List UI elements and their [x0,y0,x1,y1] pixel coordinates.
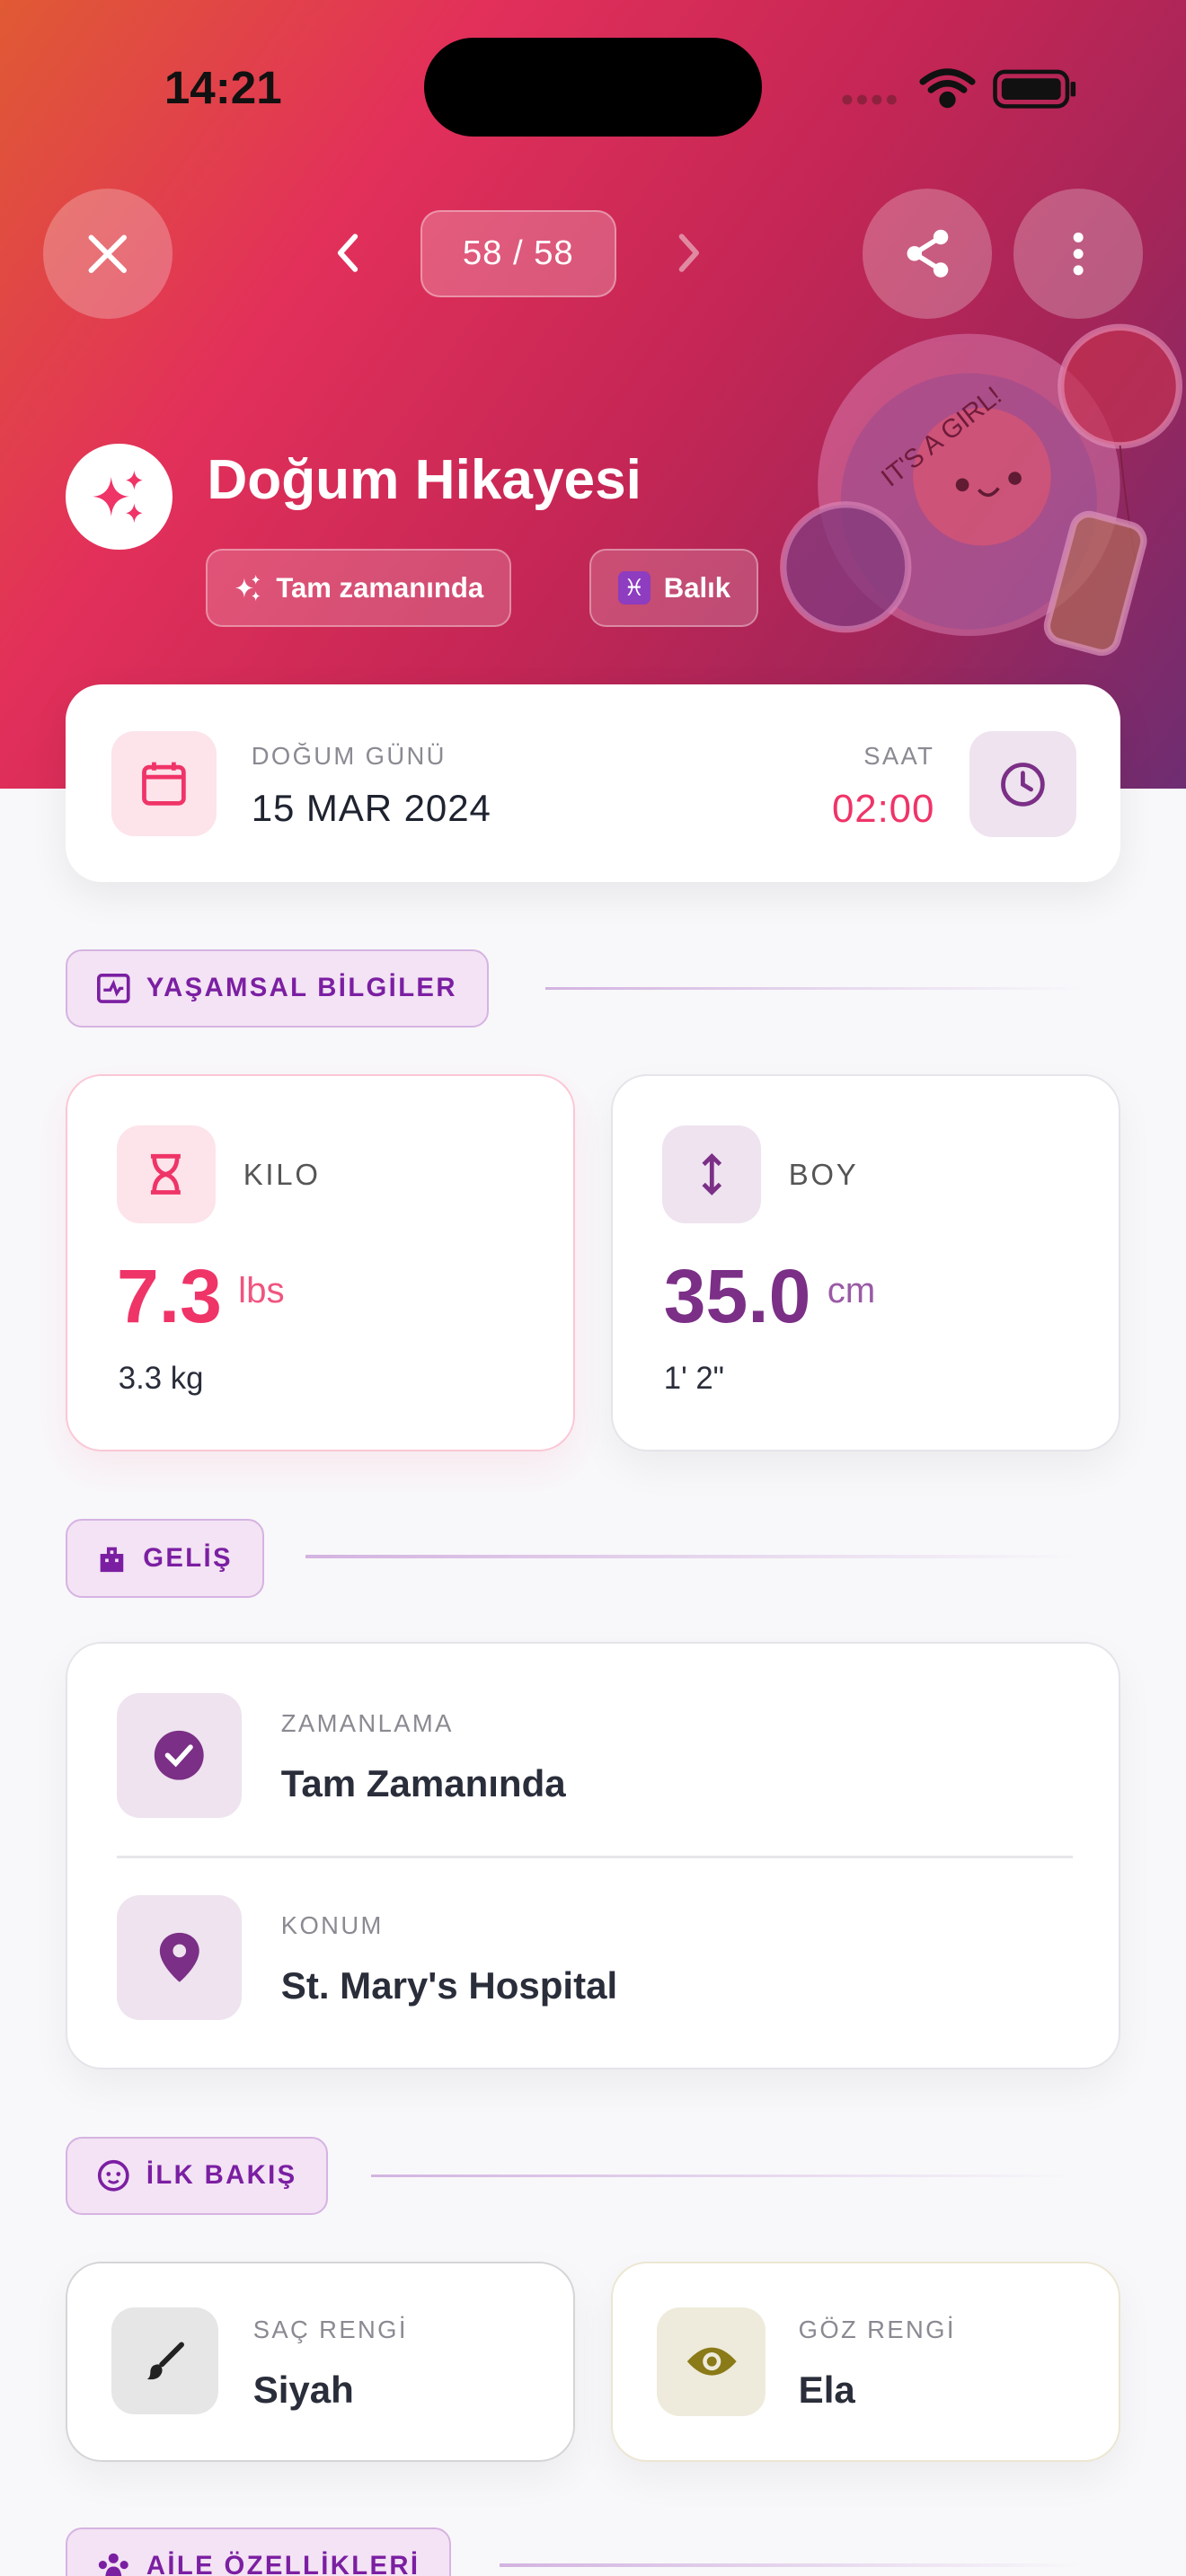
clock-icon [1000,762,1045,807]
height-label: BOY [788,1158,859,1192]
check-icon-box [116,1693,242,1819]
status-icons [837,62,1084,119]
chevron-right-icon [678,234,700,272]
chip-zodiac: ♓ Balık [589,548,759,628]
story-avatar [66,443,173,551]
hair-label: SAÇ RENGİ [252,2316,408,2343]
status-time: 14:21 [164,61,282,113]
page-title: Doğum Hikayesi [207,449,642,512]
next-button[interactable] [668,230,708,283]
chevron-left-icon [337,234,358,272]
close-button[interactable] [42,189,173,319]
eye-icon [686,2347,737,2376]
pisces-icon: ♓ [617,571,651,604]
hair-color-card: SAÇ RENGİ Siyah [66,2261,575,2462]
birth-time: 02:00 [831,786,935,831]
section-divider [544,986,1088,991]
share-button[interactable] [862,189,993,319]
baby-face-icon [97,2160,129,2192]
more-button[interactable] [1013,189,1144,319]
calendar-icon [142,762,187,806]
birth-date-card: DOĞUM GÜNÜ 15 MAR 2024 SAAT 02:00 [66,684,1120,882]
close-icon [88,234,127,273]
cellular-icon [842,95,898,105]
prev-button[interactable] [329,230,368,283]
section-divider [305,1555,1088,1558]
calendar-icon-box [111,730,217,836]
vertical-arrows-icon [701,1152,721,1195]
section-divider [499,2563,1088,2567]
check-circle-icon [155,1731,204,1780]
location-value: St. Mary's Hospital [280,1963,618,2007]
height-icon-box [661,1125,761,1224]
weight-value: 7.3 [116,1254,222,1339]
section-title: AİLE ÖZELLİKLERİ [146,2552,420,2576]
section-title: YAŞAMSAL BİLGİLER [146,974,457,1003]
location-label: KONUM [280,1911,384,1940]
vitals-icon [97,974,130,1004]
page-counter: 58 / 58 [420,210,616,297]
hair-value: Siyah [252,2368,354,2411]
date-label: DOĞUM GÜNÜ [251,742,447,771]
birth-date: 15 MAR 2024 [251,786,491,829]
location-pin-icon [159,1933,199,1982]
wifi-icon [919,68,976,109]
timing-label: ZAMANLAMA [280,1709,454,1738]
timing-value: Tam Zamanında [280,1761,566,1804]
eye-label: GÖZ RENGİ [798,2316,956,2343]
more-vertical-icon [1073,232,1084,276]
section-title: GELİŞ [143,1543,233,1573]
section-family: AİLE ÖZELLİKLERİ [66,2527,452,2576]
clock-icon-box [969,730,1076,838]
brush-icon-box [111,2307,219,2414]
section-divider [371,2174,1088,2178]
brush-icon [146,2342,185,2379]
row-divider [116,1856,1073,1858]
eye-icon-box [657,2307,766,2416]
weight-label: KILO [243,1158,321,1192]
sparkles-icon [93,470,143,524]
section-title: İLK BAKIŞ [146,2160,297,2190]
battery-icon [993,70,1076,110]
height-card: BOY 35.0 cm 1' 2" [611,1073,1120,1452]
section-arrival: GELİŞ [66,1519,264,1598]
chip-label: Tam zamanında [276,571,484,604]
weight-card: KILO 7.3 lbs 3.3 kg [66,1073,575,1452]
section-vitals: YAŞAMSAL BİLGİLER [66,948,489,1028]
section-first-look: İLK BAKIŞ [66,2136,329,2216]
height-value: 35.0 [663,1254,811,1339]
eye-color-card: GÖZ RENGİ Ela [611,2261,1120,2462]
height-secondary: 1' 2" [663,1361,724,1396]
height-unit: cm [827,1270,876,1311]
dynamic-island [423,38,763,137]
hospital-icon [100,1547,124,1572]
arrival-card: ZAMANLAMA Tam Zamanında KONUM St. Mary's… [66,1642,1120,2069]
share-icon [907,229,948,278]
time-label: SAAT [863,742,935,771]
family-icon [98,2553,128,2576]
scale-icon [151,1153,181,1195]
eye-value: Ela [798,2368,855,2411]
weight-unit: lbs [238,1270,285,1311]
scale-icon-box [116,1125,216,1224]
location-icon-box [116,1894,242,2020]
baby-girl-sticker: IT'S A GIRL! [780,323,1183,656]
chip-label: Balık [663,571,731,604]
chip-timing: Tam zamanında [205,548,512,628]
sparkles-icon [235,574,261,602]
weight-secondary: 3.3 kg [118,1361,204,1396]
